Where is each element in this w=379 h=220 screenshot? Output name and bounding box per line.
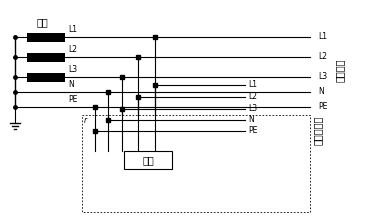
Text: 设备: 设备 xyxy=(142,155,154,165)
Text: L1: L1 xyxy=(248,79,257,88)
Bar xyxy=(27,33,65,42)
Text: PE: PE xyxy=(68,95,77,104)
Text: 配电电缆: 配电电缆 xyxy=(335,58,345,82)
Text: PE: PE xyxy=(248,125,257,134)
Text: N: N xyxy=(318,86,324,95)
Text: L2: L2 xyxy=(248,92,257,101)
Bar xyxy=(27,73,65,81)
Text: L3: L3 xyxy=(318,72,327,81)
Text: L2: L2 xyxy=(318,51,327,61)
Bar xyxy=(27,53,65,62)
Text: 建筑物区域: 建筑物区域 xyxy=(313,115,323,145)
Text: r: r xyxy=(84,116,87,125)
Text: N: N xyxy=(248,114,254,123)
Text: L3: L3 xyxy=(68,65,77,74)
Text: N: N xyxy=(68,80,74,89)
Text: PE: PE xyxy=(318,101,327,110)
Bar xyxy=(124,151,172,169)
Text: L1: L1 xyxy=(318,31,327,40)
Text: L3: L3 xyxy=(248,103,257,112)
Text: L1: L1 xyxy=(68,25,77,34)
Text: 电源: 电源 xyxy=(36,17,48,27)
Text: L2: L2 xyxy=(68,45,77,54)
